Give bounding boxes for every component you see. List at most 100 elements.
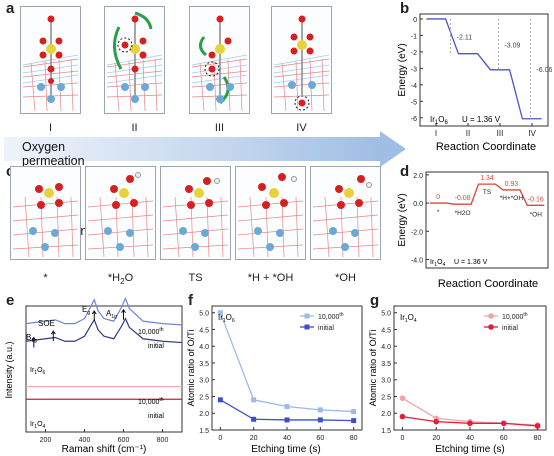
g-legend-label: initial — [502, 325, 518, 332]
d-energy-line — [429, 183, 545, 206]
e-legend-10000: 10,000th — [138, 327, 164, 336]
f-series — [217, 310, 357, 424]
panel-label-d: d — [400, 163, 410, 180]
panel-label-g: g — [370, 292, 380, 309]
g-point — [399, 395, 406, 401]
b-energy-line — [426, 18, 542, 120]
b-annotation: -3.09 — [504, 42, 520, 49]
d-state-label: TS — [483, 189, 492, 196]
b-energy-path — [426, 18, 542, 120]
f-point — [317, 417, 323, 423]
e-xtick-label: 600 — [118, 437, 130, 444]
snapshot-c-label-2: *H2O — [107, 272, 134, 287]
g-legend-marker — [488, 313, 494, 319]
structure-image-I — [22, 15, 79, 112]
g-ytick-label: 4.5 — [381, 327, 391, 334]
f-ytick-label: 4.5 — [199, 327, 209, 334]
b-ytick-label: 0 — [413, 17, 417, 24]
d-energy-path — [429, 183, 545, 206]
f-xlabel: Etching time (s) — [251, 444, 320, 455]
f-legend: 10,000th initial — [300, 312, 344, 332]
f-xtick-label: 80 — [350, 435, 358, 442]
e-peak-arrowhead — [50, 330, 56, 335]
d-state-label: * — [437, 209, 440, 216]
b-xtick-label: II — [466, 129, 470, 138]
snapshot-c-5 — [310, 166, 381, 260]
f-ytick-label: 5.0 — [199, 311, 209, 318]
b-ytick-label: -6 — [411, 116, 417, 123]
f-point — [351, 409, 357, 415]
b-ytick-label: -5 — [411, 99, 417, 106]
e-x-ticks: 200 400 600 800 — [40, 429, 169, 444]
f-ytick-label: 2.5 — [199, 394, 209, 401]
snapshot-c-label-1: * — [43, 272, 48, 284]
f-ylabel: Atomic ratio of O/Ti — [186, 330, 196, 407]
g-ytick-label: 3.5 — [381, 361, 391, 368]
d-potential-label: U = 1.36 V — [454, 259, 488, 266]
panel-d-chart: 2.0 0.0 -2.0 -4.0 0 * -0.08 *H2O 1.34 TS 0.93 *H+*… — [397, 171, 549, 290]
snapshot-III — [189, 6, 250, 114]
panel-label-e: e — [6, 292, 15, 309]
b-annotations: -2.11 -3.09 -6.06 — [450, 18, 552, 119]
d-annotations: 0 * -0.08 *H2O 1.34 TS 0.93 *H+*OH -0.16 *OH — [436, 175, 544, 218]
f-point — [251, 416, 257, 422]
g-point — [500, 420, 507, 427]
d-plot-frame — [425, 171, 549, 269]
e-legend-initial-b: initial — [148, 413, 164, 420]
f-ticks: 1.5 2.0 2.5 3.0 3.5 4.0 4.5 5.0 0 20 40 60 80 — [199, 311, 357, 442]
b-annotation: -6.06 — [536, 67, 552, 74]
snapshot-label-II: II — [131, 122, 138, 134]
g-plot-frame — [393, 305, 547, 431]
e-peak-arrowhead — [31, 336, 37, 341]
d-value-label: -0.08 — [455, 195, 471, 202]
b-xtick-label: I — [435, 129, 437, 138]
g-ticks: 1.5 2.0 2.5 3.0 3.5 4.0 4.5 5.0 0 20 40 60 80 — [381, 311, 541, 442]
f-ytick-label: 1.5 — [199, 428, 209, 435]
snapshot-c-4 — [235, 166, 306, 260]
e-peak-arrows — [31, 308, 126, 348]
d-value-label: 0.93 — [505, 181, 519, 188]
panel-label-f: f — [188, 292, 193, 309]
panel-e-chart: 200 400 600 800 Intensity (a.u.) Raman shif… — [4, 296, 183, 455]
g-point — [467, 420, 473, 427]
d-value-label: 1.34 — [480, 175, 494, 182]
f-legend-label: 10,000th — [318, 312, 344, 321]
e-spectrum-ir1o6 — [25, 296, 183, 326]
panel-label-b: b — [400, 0, 410, 17]
g-xtick-label: 80 — [534, 435, 542, 442]
e-xlabel: Raman shift (cm⁻¹) — [62, 444, 147, 455]
snapshot-c-2 — [85, 166, 156, 260]
f-ytick-label: 3.0 — [199, 378, 209, 385]
snapshot-c-label-4: *H + *OH — [247, 272, 294, 284]
e-ylabel: Intensity (a.u.) — [4, 341, 14, 398]
d-state-label: *H+*OH — [500, 195, 524, 202]
f-point — [284, 417, 290, 423]
b-ylabel: Energy (eV) — [397, 43, 408, 96]
f-xtick-label: 20 — [250, 435, 258, 442]
f-sample-label: Ir1O6 — [218, 313, 235, 324]
structure-image-III — [191, 15, 248, 112]
e-peak-soe: SOE — [38, 319, 55, 328]
b-xlabel: Reaction Coordinate — [436, 141, 536, 153]
f-point — [251, 397, 257, 403]
e-xtick-label: 800 — [157, 437, 169, 444]
f-point — [217, 310, 223, 316]
f-point — [317, 407, 323, 413]
structure-image-II — [106, 11, 163, 112]
f-xtick-label: 40 — [283, 435, 291, 442]
f-xtick-label: 0 — [218, 435, 222, 442]
g-point — [534, 423, 541, 429]
g-xtick-label: 0 — [400, 435, 404, 442]
b-annotation: -2.11 — [457, 34, 473, 41]
g-ytick-label: 4.0 — [381, 344, 391, 351]
e-sample-ir1o4: Ir1O4 — [30, 421, 46, 430]
e-peak-a1g: A1g — [106, 309, 117, 320]
snapshot-I — [20, 6, 81, 114]
b-ytick-label: -1 — [411, 33, 417, 40]
d-state-label: *OH — [530, 211, 543, 218]
b-ytick-label: -2 — [411, 50, 417, 57]
d-ytick-label: 0.0 — [413, 201, 423, 208]
g-legend-label: 10,000th — [502, 312, 528, 321]
snapshot-IV — [271, 6, 332, 114]
f-ytick-label: 4.0 — [199, 344, 209, 351]
